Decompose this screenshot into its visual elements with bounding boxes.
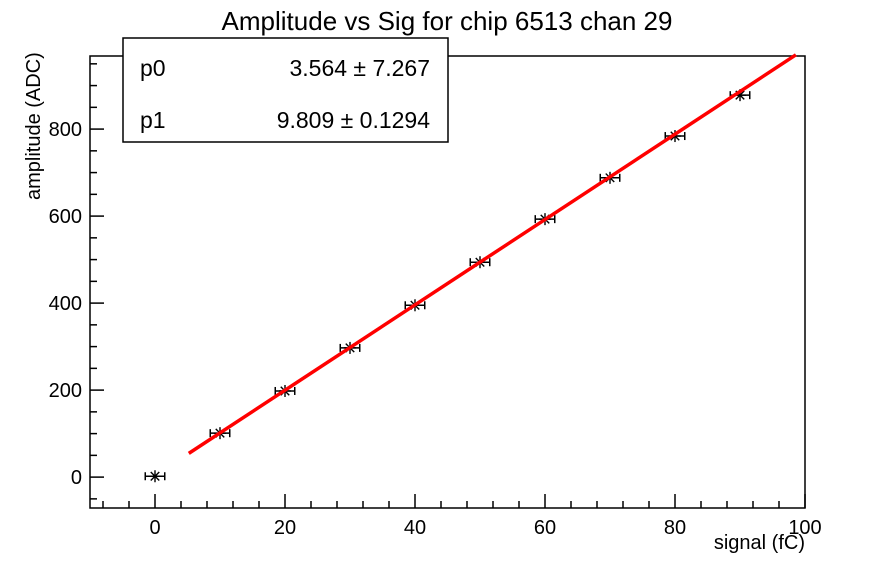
x-axis-tick-labels: 0 20 40 60 80 100 [149, 517, 821, 539]
stats-value-p1: 9.809 ± 0.1294 [277, 107, 431, 133]
y-tick-label: 400 [49, 293, 82, 315]
y-axis-ticks [90, 63, 104, 500]
plot-title: Amplitude vs Sig for chip 6513 chan 29 [222, 6, 673, 36]
x-tick-label: 80 [664, 517, 686, 539]
x-axis-ticks [102, 494, 806, 508]
y-tick-label: 600 [49, 206, 82, 228]
y-axis-tick-labels: 0 200 400 600 800 [49, 119, 82, 489]
x-tick-label: 20 [274, 517, 296, 539]
x-tick-label: 0 [149, 517, 160, 539]
x-tick-label: 60 [534, 517, 556, 539]
data-point [144, 470, 166, 483]
x-tick-label: 100 [788, 517, 821, 539]
stats-param-p0: p0 [140, 55, 166, 81]
fit-line [187, 53, 797, 455]
stats-box: p0 3.564 ± 7.267 p1 9.809 ± 0.1294 [122, 37, 449, 143]
marker-asterisk [150, 471, 160, 481]
stats-param-p1: p1 [140, 107, 166, 133]
stats-box-border [122, 37, 449, 143]
fit-line-group [187, 53, 797, 455]
y-tick-label: 0 [71, 467, 82, 489]
marker-asterisk [735, 90, 745, 100]
x-axis-title: signal (fC) [714, 532, 805, 554]
stats-value-p0: 3.564 ± 7.267 [289, 55, 430, 81]
y-tick-label: 200 [49, 380, 82, 402]
x-tick-label: 40 [404, 517, 426, 539]
y-tick-label: 800 [49, 119, 82, 141]
y-axis-title: amplitude (ADC) [23, 52, 45, 200]
